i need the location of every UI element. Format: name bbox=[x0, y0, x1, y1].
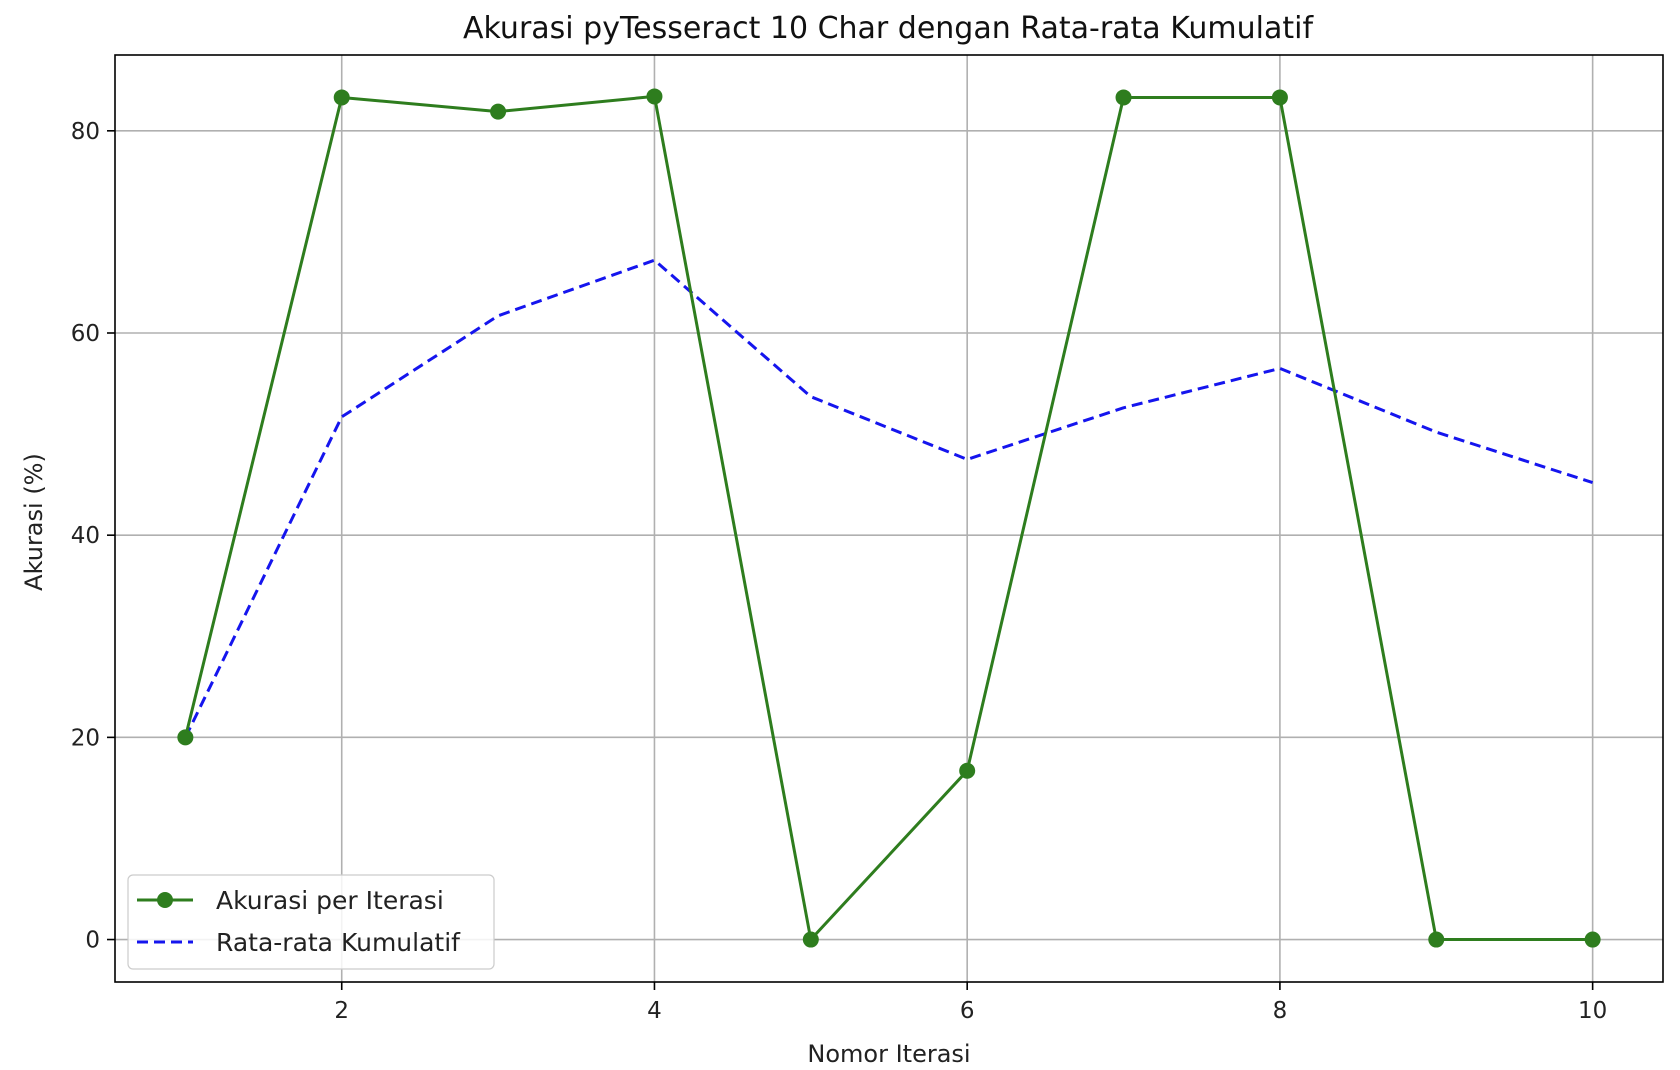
legend-label-rata-rata-kumulatif: Rata-rata Kumulatif bbox=[216, 928, 461, 957]
data-point bbox=[802, 931, 819, 948]
x-tick-label: 8 bbox=[1273, 998, 1288, 1024]
plot-area-frame bbox=[114, 54, 1664, 983]
x-tick-label: 6 bbox=[960, 998, 975, 1024]
data-point bbox=[1115, 89, 1132, 106]
legend-swatch-marker bbox=[157, 892, 173, 908]
x-tick-label: 10 bbox=[1578, 998, 1607, 1024]
x-tick-label: 4 bbox=[647, 998, 662, 1024]
data-point bbox=[1584, 931, 1601, 948]
legend: Akurasi per Iterasi Rata-rata Kumulatif bbox=[127, 874, 495, 970]
y-tick-label: 80 bbox=[71, 119, 100, 145]
data-point bbox=[333, 89, 350, 106]
y-tick-label: 60 bbox=[71, 321, 100, 347]
data-point bbox=[1271, 89, 1288, 106]
series-line-rata-rata-kumulatif bbox=[184, 258, 1594, 739]
legend-label-akurasi-per-iterasi: Akurasi per Iterasi bbox=[216, 886, 444, 915]
y-tick-label: 0 bbox=[85, 928, 100, 954]
series-layer bbox=[177, 88, 1601, 948]
y-tick-label: 20 bbox=[71, 725, 100, 751]
data-point bbox=[1428, 931, 1445, 948]
grid bbox=[115, 55, 1663, 982]
series-line-akurasi-per-iterasi bbox=[183, 94, 1593, 941]
axis-ticks: 2 4 6 8 10 0 20 40 60 80 bbox=[71, 119, 1608, 1024]
chart-title: Akurasi pyTesseract 10 Char dengan Rata-… bbox=[463, 11, 1315, 46]
data-point bbox=[959, 762, 976, 779]
x-axis-title: Nomor Iterasi bbox=[807, 1040, 970, 1068]
x-tick-label: 2 bbox=[334, 998, 349, 1024]
legend-box bbox=[127, 874, 495, 970]
data-point bbox=[646, 88, 663, 105]
y-tick-label: 40 bbox=[71, 523, 100, 549]
y-axis-title: Akurasi (%) bbox=[20, 453, 48, 591]
data-point bbox=[177, 729, 194, 746]
data-point bbox=[490, 103, 507, 120]
